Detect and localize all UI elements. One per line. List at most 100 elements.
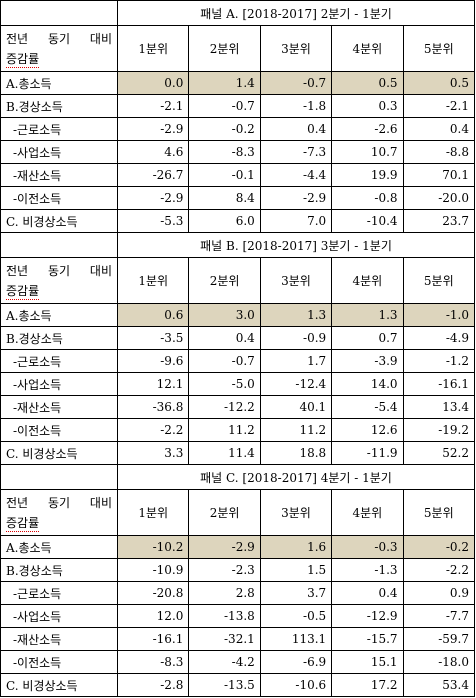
value-cell: 0.4 bbox=[402, 117, 476, 141]
value-cell: -1.2 bbox=[402, 349, 476, 373]
blank-cell bbox=[0, 0, 118, 26]
value-cell: 1.7 bbox=[259, 349, 333, 373]
column-header: 2분위 bbox=[188, 25, 261, 72]
data-row: -사업소득 4.6 -8.3 -7.3 10.7 -8.8 bbox=[0, 140, 476, 164]
value-cell: -0.9 bbox=[259, 326, 333, 350]
data-row: -이전소득 -2.9 8.4 -2.9 -0.8 -20.0 bbox=[0, 186, 476, 210]
value-cell: -10.2 bbox=[116, 535, 190, 559]
data-row: -사업소득 12.0 -13.8 -0.5 -12.9 -7.7 bbox=[0, 604, 476, 628]
data-row: C. 비경상소득 3.3 11.4 18.8 -11.9 52.2 bbox=[0, 441, 476, 465]
row-label: A.총소득 bbox=[0, 71, 118, 95]
value-cell: 18.8 bbox=[259, 441, 333, 465]
row-label: -재산소득 bbox=[0, 627, 118, 651]
row-label: -근로소득 bbox=[0, 349, 118, 373]
value-cell: -2.1 bbox=[402, 94, 476, 118]
data-row: -근로소득 -20.8 2.8 3.7 0.4 0.9 bbox=[0, 581, 476, 605]
value-cell: -2.9 bbox=[188, 535, 261, 559]
value-cell: -2.2 bbox=[402, 558, 476, 582]
column-header: 3분위 bbox=[259, 489, 333, 536]
value-cell: -59.7 bbox=[402, 627, 476, 651]
header-row: 전년 동기 대비 증감률 1분위 2분위 3분위 4분위 5분위 bbox=[0, 25, 476, 72]
value-cell: 15.1 bbox=[331, 650, 404, 674]
row-label: -사업소득 bbox=[0, 140, 118, 164]
data-row: -이전소득 -2.2 11.2 11.2 12.6 -19.2 bbox=[0, 418, 476, 442]
header-label-line: 증감률 bbox=[6, 283, 40, 300]
column-header: 1분위 bbox=[116, 489, 190, 536]
header-row: 전년 동기 대비 증감률 1분위 2분위 3분위 4분위 5분위 bbox=[0, 257, 476, 304]
value-cell: -0.3 bbox=[331, 535, 404, 559]
value-cell: -2.9 bbox=[259, 186, 333, 210]
header-label: 전년 동기 대비 증감률 bbox=[0, 25, 118, 72]
value-cell: -5.4 bbox=[331, 395, 404, 419]
value-cell: -0.5 bbox=[259, 604, 333, 628]
row-label: -근로소득 bbox=[0, 581, 118, 605]
value-cell: 12.0 bbox=[116, 604, 190, 628]
value-cell: -0.7 bbox=[188, 349, 261, 373]
value-cell: 1.3 bbox=[259, 303, 333, 327]
row-label: -재산소득 bbox=[0, 395, 118, 419]
data-row: A.총소득 0.0 1.4 -0.7 0.5 0.5 bbox=[0, 71, 476, 95]
value-cell: 3.0 bbox=[188, 303, 261, 327]
value-cell: -2.3 bbox=[188, 558, 261, 582]
value-cell: 1.5 bbox=[259, 558, 333, 582]
value-cell: -4.9 bbox=[402, 326, 476, 350]
panel-title: 패널 A. [2018-2017] 2분기 - 1분기 bbox=[117, 0, 475, 26]
data-row: C. 비경상소득 -2.8 -13.5 -10.6 17.2 53.4 bbox=[0, 673, 476, 697]
value-cell: -13.5 bbox=[188, 673, 261, 697]
header-label: 전년 동기 대비 증감률 bbox=[0, 257, 118, 304]
row-label: B.경상소득 bbox=[0, 326, 118, 350]
row-label: C. 비경상소득 bbox=[0, 209, 118, 233]
header-label-line: 전년 동기 대비 bbox=[6, 31, 112, 46]
data-row: -근로소득 -2.9 -0.2 0.4 -2.6 0.4 bbox=[0, 117, 476, 141]
data-row: B.경상소득 -3.5 0.4 -0.9 0.7 -4.9 bbox=[0, 326, 476, 350]
value-cell: -3.5 bbox=[116, 326, 190, 350]
value-cell: -13.8 bbox=[188, 604, 261, 628]
row-label: A.총소득 bbox=[0, 535, 118, 559]
column-header: 5분위 bbox=[402, 489, 476, 536]
column-header: 3분위 bbox=[259, 25, 333, 72]
value-cell: 13.4 bbox=[402, 395, 476, 419]
value-cell: -2.9 bbox=[116, 117, 190, 141]
value-cell: -5.3 bbox=[116, 209, 190, 233]
value-cell: -32.1 bbox=[188, 627, 261, 651]
value-cell: -10.6 bbox=[259, 673, 333, 697]
value-cell: 113.1 bbox=[259, 627, 333, 651]
value-cell: -8.8 bbox=[402, 140, 476, 164]
value-cell: -20.8 bbox=[116, 581, 190, 605]
header-label-line: 전년 동기 대비 bbox=[6, 495, 112, 510]
value-cell: 14.0 bbox=[331, 372, 404, 396]
value-cell: 3.3 bbox=[116, 441, 190, 465]
column-header: 1분위 bbox=[116, 257, 190, 304]
value-cell: 17.2 bbox=[331, 673, 404, 697]
value-cell: -20.0 bbox=[402, 186, 476, 210]
row-label: B.경상소득 bbox=[0, 94, 118, 118]
value-cell: 8.4 bbox=[188, 186, 261, 210]
data-row: -근로소득 -9.6 -0.7 1.7 -3.9 -1.2 bbox=[0, 349, 476, 373]
column-header: 2분위 bbox=[188, 257, 261, 304]
data-row: B.경상소득 -10.9 -2.3 1.5 -1.3 -2.2 bbox=[0, 558, 476, 582]
value-cell: -1.3 bbox=[331, 558, 404, 582]
value-cell: -7.3 bbox=[259, 140, 333, 164]
panel-title-row: 패널 B. [2018-2017] 3분기 - 1분기 bbox=[0, 232, 475, 258]
data-row: -사업소득 12.1 -5.0 -12.4 14.0 -16.1 bbox=[0, 372, 476, 396]
value-cell: 0.0 bbox=[116, 71, 190, 95]
value-cell: -4.2 bbox=[188, 650, 261, 674]
value-cell: 7.0 bbox=[259, 209, 333, 233]
value-cell: 6.0 bbox=[188, 209, 261, 233]
column-header: 1분위 bbox=[116, 25, 190, 72]
value-cell: -18.0 bbox=[402, 650, 476, 674]
panel-title: 패널 C. [2018-2017] 4분기 - 1분기 bbox=[117, 464, 475, 490]
header-row: 전년 동기 대비 증감률 1분위 2분위 3분위 4분위 5분위 bbox=[0, 489, 476, 536]
panel-title-row: 패널 A. [2018-2017] 2분기 - 1분기 bbox=[0, 0, 475, 26]
header-label-line: 증감률 bbox=[6, 515, 40, 532]
value-cell: 4.6 bbox=[116, 140, 190, 164]
value-cell: 1.6 bbox=[259, 535, 333, 559]
value-cell: -8.3 bbox=[188, 140, 261, 164]
value-cell: 23.7 bbox=[402, 209, 476, 233]
row-label: -이전소득 bbox=[0, 186, 118, 210]
data-row: -이전소득 -8.3 -4.2 -6.9 15.1 -18.0 bbox=[0, 650, 476, 674]
data-row: -재산소득 -16.1 -32.1 113.1 -15.7 -59.7 bbox=[0, 627, 476, 651]
value-cell: -15.7 bbox=[331, 627, 404, 651]
